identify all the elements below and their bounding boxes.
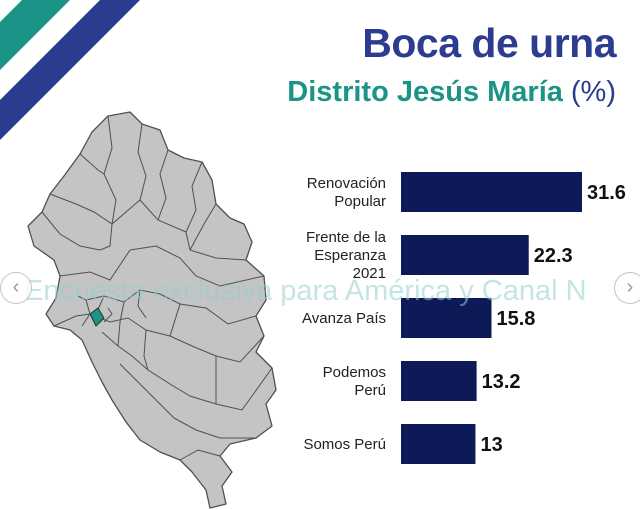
- subtitle-district: Distrito Jesús María: [287, 76, 563, 108]
- category-label-1-line-2: 2021: [353, 265, 386, 282]
- chart-subtitle: Distrito Jesús María (%): [287, 76, 616, 109]
- category-label-0-line-1: Popular: [334, 193, 386, 210]
- bar-1: [401, 235, 529, 275]
- bar-0: [401, 172, 582, 212]
- district-borders: [41, 115, 273, 461]
- chart-title: Boca de urna: [362, 20, 616, 66]
- category-label-4-line-0: Somos Perú: [303, 436, 386, 453]
- chevron-right-icon[interactable]: ›: [614, 272, 640, 304]
- category-label-1-line-1: Esperanza: [314, 247, 386, 264]
- highlighted-district-jesus-maria: [89, 307, 105, 327]
- lima-province-outline: [27, 111, 277, 509]
- category-label-0-line-0: Renovación: [307, 175, 386, 192]
- chevron-left-icon[interactable]: ‹: [0, 272, 32, 304]
- category-label-3-line-1: Perú: [354, 382, 386, 399]
- bar-2: [401, 298, 492, 338]
- category-label-2-line-0: Avanza País: [302, 310, 386, 327]
- value-label-0: 31.6: [587, 182, 626, 204]
- lima-districts-map: [27, 111, 277, 509]
- subtitle-unit: (%): [570, 76, 616, 108]
- value-label-2: 15.8: [497, 308, 536, 330]
- category-label-3-line-0: Podemos: [323, 364, 386, 381]
- bar-4: [401, 424, 476, 464]
- category-label-1-line-0: Frente de la: [306, 229, 387, 246]
- value-label-1: 22.3: [534, 245, 573, 267]
- value-label-4: 13: [480, 434, 502, 456]
- value-label-3: 13.2: [482, 371, 521, 393]
- bar-3: [401, 361, 477, 401]
- corner-stripes-decoration: [0, 0, 140, 140]
